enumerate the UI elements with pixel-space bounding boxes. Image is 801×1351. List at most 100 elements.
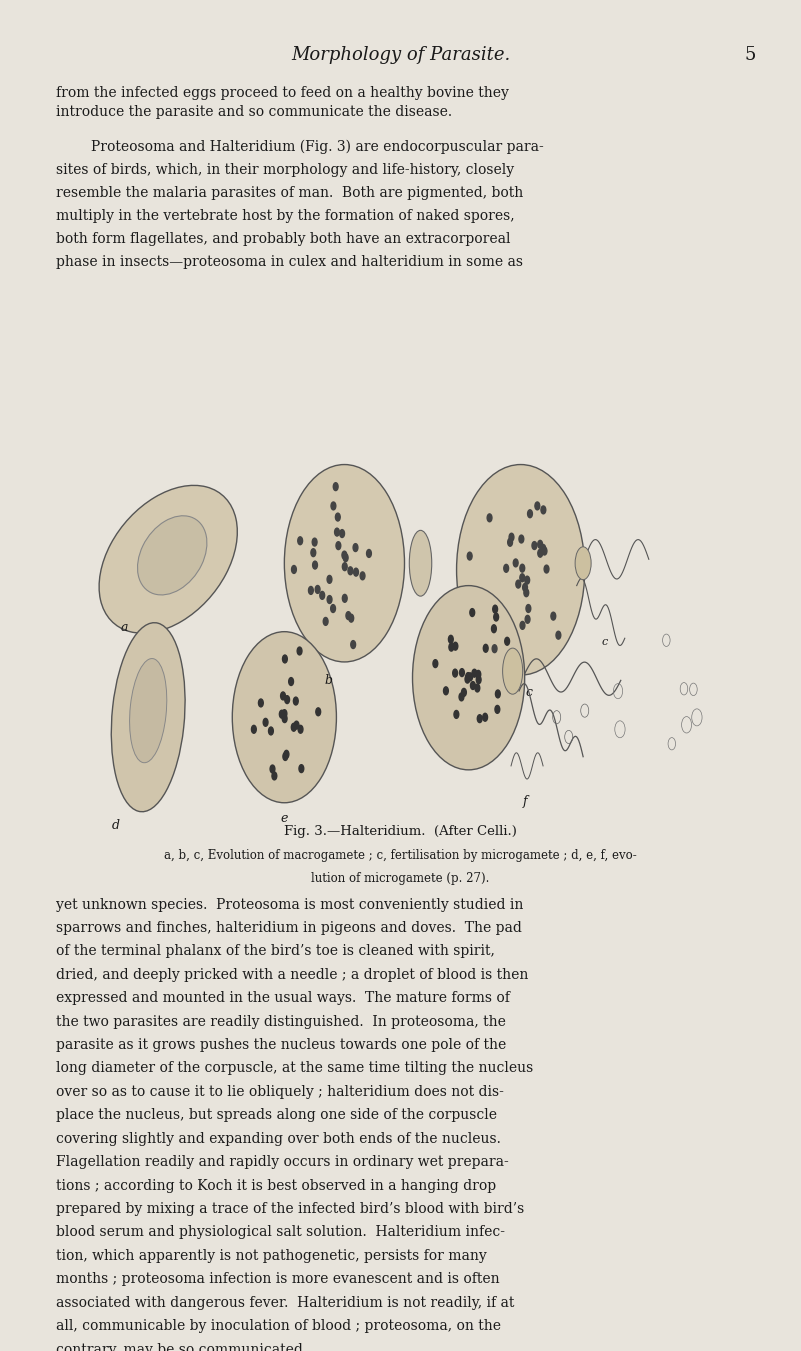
Circle shape	[353, 569, 358, 576]
Circle shape	[342, 551, 347, 559]
Circle shape	[298, 725, 303, 734]
Circle shape	[459, 693, 464, 701]
Circle shape	[413, 585, 525, 770]
Circle shape	[308, 586, 313, 594]
Circle shape	[477, 676, 481, 684]
Circle shape	[331, 605, 336, 612]
Circle shape	[470, 608, 475, 616]
Circle shape	[232, 632, 336, 802]
Circle shape	[280, 692, 285, 700]
Text: Flagellation readily and rapidly occurs in ordinary wet prepara-: Flagellation readily and rapidly occurs …	[56, 1155, 509, 1169]
Text: tion, which apparently is not pathogenetic, persists for many: tion, which apparently is not pathogenet…	[56, 1248, 487, 1263]
Circle shape	[336, 513, 340, 521]
Ellipse shape	[138, 516, 207, 594]
Circle shape	[252, 725, 256, 734]
Circle shape	[268, 727, 273, 735]
Circle shape	[284, 465, 405, 662]
Circle shape	[282, 709, 287, 717]
Circle shape	[433, 659, 438, 667]
Circle shape	[542, 547, 547, 555]
Text: tions ; according to Koch it is best observed in a hanging drop: tions ; according to Koch it is best obs…	[56, 1178, 496, 1193]
Text: over so as to cause it to lie obliquely ; halteridium does not dis-: over so as to cause it to lie obliquely …	[56, 1085, 504, 1098]
Circle shape	[525, 576, 529, 584]
Text: long diameter of the corpuscle, at the same time tilting the nucleus: long diameter of the corpuscle, at the s…	[56, 1062, 533, 1075]
Text: parasite as it grows pushes the nucleus towards one pole of the: parasite as it grows pushes the nucleus …	[56, 1038, 506, 1052]
Circle shape	[312, 538, 317, 546]
Circle shape	[284, 750, 289, 758]
Circle shape	[292, 723, 296, 731]
Circle shape	[483, 713, 488, 721]
Circle shape	[453, 642, 458, 650]
Circle shape	[453, 669, 457, 677]
Circle shape	[351, 640, 356, 648]
Circle shape	[544, 565, 549, 573]
Circle shape	[335, 528, 340, 536]
Circle shape	[493, 605, 497, 613]
Circle shape	[476, 670, 481, 678]
Circle shape	[532, 542, 537, 550]
Circle shape	[353, 543, 358, 551]
Text: f: f	[522, 794, 527, 808]
Circle shape	[449, 635, 453, 643]
Circle shape	[340, 530, 344, 538]
Circle shape	[331, 503, 336, 509]
Circle shape	[344, 554, 348, 562]
Circle shape	[311, 549, 316, 557]
Circle shape	[468, 673, 473, 681]
Circle shape	[526, 604, 531, 612]
Circle shape	[477, 715, 482, 723]
Circle shape	[537, 540, 542, 549]
Circle shape	[537, 550, 542, 557]
Circle shape	[513, 559, 518, 567]
Circle shape	[505, 638, 509, 646]
Ellipse shape	[99, 485, 237, 634]
Circle shape	[264, 719, 268, 727]
Circle shape	[483, 644, 488, 653]
Circle shape	[465, 676, 470, 684]
Text: contrary, may be so communicated.: contrary, may be so communicated.	[56, 1343, 308, 1351]
Circle shape	[465, 673, 470, 681]
Circle shape	[493, 613, 498, 621]
Circle shape	[297, 647, 302, 655]
Circle shape	[327, 576, 332, 584]
Circle shape	[327, 596, 332, 604]
Circle shape	[360, 571, 365, 580]
Circle shape	[475, 684, 480, 692]
Circle shape	[525, 615, 530, 623]
Text: place the nucleus, but spreads along one side of the corpuscle: place the nucleus, but spreads along one…	[56, 1108, 497, 1123]
Circle shape	[460, 669, 465, 677]
Circle shape	[284, 696, 289, 704]
Circle shape	[492, 624, 497, 632]
Ellipse shape	[409, 531, 432, 596]
Circle shape	[487, 513, 492, 521]
Circle shape	[508, 538, 513, 546]
Circle shape	[551, 612, 556, 620]
Circle shape	[292, 566, 296, 573]
Text: Morphology of Parasite.: Morphology of Parasite.	[291, 46, 510, 63]
Text: e: e	[280, 812, 288, 825]
Circle shape	[367, 550, 372, 558]
Text: c: c	[525, 685, 532, 698]
Circle shape	[320, 592, 324, 600]
Text: dried, and deeply pricked with a needle ; a droplet of blood is then: dried, and deeply pricked with a needle …	[56, 967, 529, 982]
Text: from the infected eggs proceed to feed on a healthy bovine they
introduce the pa: from the infected eggs proceed to feed o…	[56, 85, 509, 119]
Text: multiply in the vertebrate host by the formation of naked spores,: multiply in the vertebrate host by the f…	[56, 208, 515, 223]
Circle shape	[280, 711, 284, 719]
Circle shape	[299, 765, 304, 773]
Text: of the terminal phalanx of the bird’s toe is cleaned with spirit,: of the terminal phalanx of the bird’s to…	[56, 944, 495, 958]
Circle shape	[520, 574, 525, 582]
Circle shape	[283, 655, 288, 663]
Text: months ; proteosoma infection is more evanescent and is often: months ; proteosoma infection is more ev…	[56, 1273, 500, 1286]
Circle shape	[298, 536, 303, 544]
Ellipse shape	[575, 547, 591, 580]
Ellipse shape	[130, 658, 167, 763]
Circle shape	[349, 615, 354, 621]
Text: a: a	[120, 621, 128, 634]
Circle shape	[509, 534, 514, 542]
Circle shape	[342, 594, 347, 603]
Circle shape	[520, 565, 525, 571]
Circle shape	[472, 669, 477, 677]
Circle shape	[288, 678, 293, 685]
Circle shape	[282, 715, 287, 723]
Text: covering slightly and expanding over both ends of the nucleus.: covering slightly and expanding over bot…	[56, 1132, 501, 1146]
